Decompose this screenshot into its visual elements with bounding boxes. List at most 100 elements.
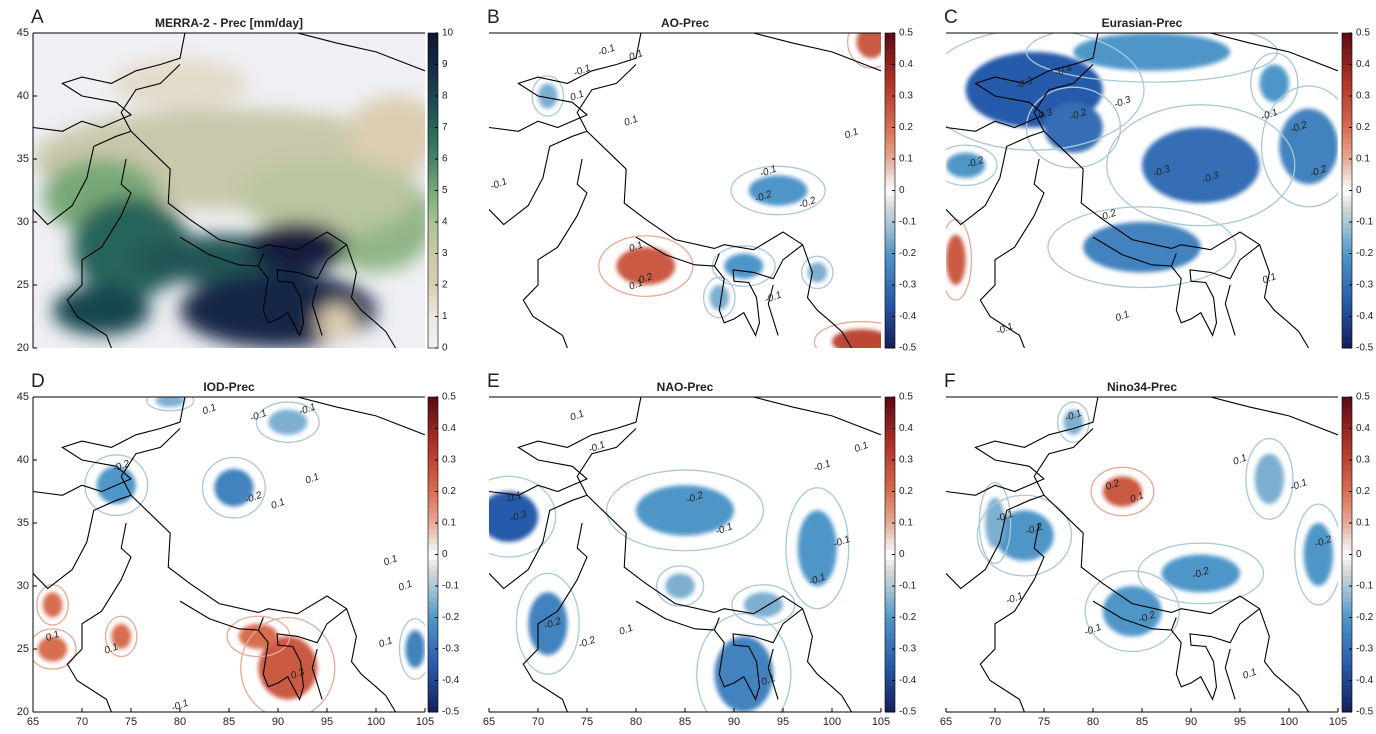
field-blob <box>346 96 425 172</box>
colorbar-segment <box>428 591 438 597</box>
colorbar-label: 0.1 <box>442 518 456 529</box>
colorbar-segment <box>885 232 895 239</box>
blob-layer <box>37 397 425 700</box>
colorbar-segment <box>885 554 895 561</box>
y-tick-label: 20 <box>17 706 29 718</box>
colorbar-segment <box>428 617 438 624</box>
colorbar-segment <box>885 586 895 592</box>
field-blob <box>214 468 254 507</box>
colorbar-segment <box>1342 222 1352 228</box>
colorbar-segment <box>1342 528 1352 534</box>
y-tick-label: 35 <box>17 153 29 165</box>
contour-line <box>1025 33 1278 83</box>
contour-line <box>702 276 736 319</box>
map-field <box>33 33 425 348</box>
colorbar-segment <box>428 127 438 134</box>
contour-line <box>398 618 425 680</box>
colorbar-segment <box>428 654 438 660</box>
colorbar-segment <box>428 554 438 561</box>
field-blob <box>155 397 185 408</box>
map-panel: 0.20.1-0.1-0.2-0.1-0.2-0.20.1-0.1-0.20.1… <box>940 371 1374 728</box>
colorbar-segment <box>428 418 438 424</box>
country-border <box>257 244 347 337</box>
colorbar-segment <box>1342 258 1352 265</box>
colorbar-segment <box>428 253 438 260</box>
colorbar-segment <box>1342 64 1352 71</box>
country-border <box>767 284 779 336</box>
colorbar-segment <box>885 101 895 107</box>
field-blob <box>317 303 357 342</box>
country-border <box>1170 244 1260 337</box>
colorbar-segment <box>885 222 895 228</box>
blob-layer <box>946 33 1338 285</box>
country-border <box>66 158 132 348</box>
colorbar-segment <box>428 306 438 312</box>
colorbar-label: -0.5 <box>442 707 460 718</box>
colorbar-segment <box>885 206 895 212</box>
colorbar-segment <box>885 444 895 450</box>
colorbar-segment <box>1342 106 1352 113</box>
colorbar-label: 0.2 <box>1356 122 1370 133</box>
colorbar-segment <box>885 517 895 524</box>
colorbar-segment <box>1342 612 1352 618</box>
colorbar-segment <box>885 412 895 419</box>
colorbar-segment <box>1342 544 1352 550</box>
colorbar-segment <box>1342 101 1352 107</box>
colorbar-segment <box>1342 321 1352 328</box>
x-tick-label: 75 <box>1038 716 1050 728</box>
colorbar-segment <box>428 496 438 503</box>
colorbar-segment <box>885 342 895 349</box>
colorbar-segment <box>885 470 895 477</box>
colorbar-segment <box>428 216 438 223</box>
colorbar-segment <box>428 195 438 202</box>
contour-label: 0.1 <box>1114 309 1131 324</box>
colorbar-segment <box>428 664 438 671</box>
colorbar-segment <box>885 185 895 191</box>
colorbar-segment <box>885 38 895 44</box>
country-border <box>33 397 186 496</box>
country-border <box>713 33 881 72</box>
colorbar-segment <box>885 528 895 534</box>
field-blob <box>797 510 837 586</box>
colorbar-segment <box>1342 285 1352 291</box>
x-tick-label: 65 <box>27 716 39 728</box>
colorbar-segment <box>428 211 438 218</box>
field-blob <box>665 573 695 599</box>
borders <box>489 397 881 712</box>
colorbar-label: 2 <box>442 280 448 291</box>
colorbar-segment <box>1342 138 1352 144</box>
contour-line <box>696 613 792 712</box>
country-border <box>1092 236 1177 267</box>
colorbar-segment <box>428 316 438 323</box>
country-border <box>1224 284 1236 336</box>
field-blob <box>37 636 68 662</box>
colorbar-label: -0.3 <box>899 644 917 655</box>
colorbar-segment <box>428 285 438 291</box>
colorbar-segment <box>1342 164 1352 170</box>
colorbar-label: -0.2 <box>899 612 917 623</box>
colorbar-segment <box>885 633 895 639</box>
colorbar-segment <box>428 237 438 244</box>
colorbar-segment <box>1342 122 1352 128</box>
map-field: 0.1-0.1-0.1-0.3-0.2-0.1-0.1-0.1-0.2-0.20… <box>489 397 881 712</box>
colorbar-segment <box>1342 316 1352 323</box>
contour-label: 0.1 <box>304 471 321 486</box>
contour-line <box>104 615 138 658</box>
colorbar-segment <box>428 174 438 181</box>
colorbar-segment <box>1342 402 1352 408</box>
x-tick-label: 80 <box>174 716 186 728</box>
colorbar-segment <box>1342 117 1352 123</box>
colorbar-segment <box>1342 570 1352 576</box>
colorbar-label: 0.3 <box>899 91 913 102</box>
field-blob <box>1259 64 1290 103</box>
country-border <box>1170 33 1338 72</box>
colorbar-segment <box>885 316 895 323</box>
contour-label: -0.1 <box>170 698 190 714</box>
colorbar-segment <box>885 290 895 296</box>
contour-line <box>1294 503 1338 606</box>
colorbar-segment <box>428 412 438 419</box>
field-blob <box>995 510 1054 561</box>
colorbar-segment <box>428 164 438 170</box>
colorbar-segment <box>1342 649 1352 655</box>
map-field: -0.1-0.10.10.10.1-0.1-0.2 -0.20.20.10.1-0… <box>489 33 881 348</box>
